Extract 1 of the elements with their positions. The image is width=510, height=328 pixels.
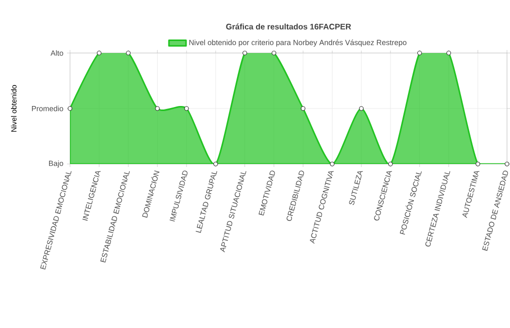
chart-title: Gráfica de resultados 16FACPER [226, 24, 352, 30]
